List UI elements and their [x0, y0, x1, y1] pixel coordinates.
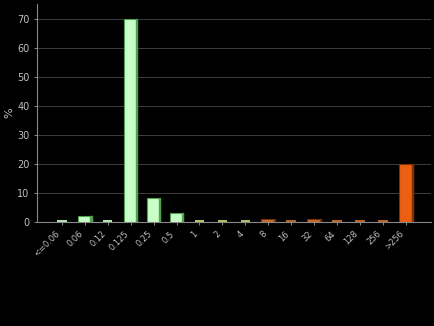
Bar	[90, 216, 92, 222]
Bar	[398, 164, 412, 222]
Bar	[332, 220, 341, 222]
Bar	[355, 220, 364, 222]
Bar	[378, 220, 387, 222]
Bar	[123, 19, 137, 222]
Bar	[307, 219, 320, 222]
Bar	[136, 19, 137, 222]
Bar	[57, 220, 66, 222]
Bar	[240, 220, 250, 222]
Bar	[411, 164, 412, 222]
Bar	[217, 220, 227, 222]
Y-axis label: %: %	[4, 108, 14, 118]
Bar	[286, 220, 296, 222]
Bar	[159, 199, 160, 222]
Bar	[78, 216, 92, 222]
Bar	[102, 220, 112, 222]
Bar	[261, 219, 275, 222]
Bar	[273, 219, 275, 222]
Bar	[182, 213, 183, 222]
Bar	[319, 219, 320, 222]
Bar	[146, 199, 160, 222]
Bar	[194, 220, 204, 222]
Bar	[169, 213, 183, 222]
